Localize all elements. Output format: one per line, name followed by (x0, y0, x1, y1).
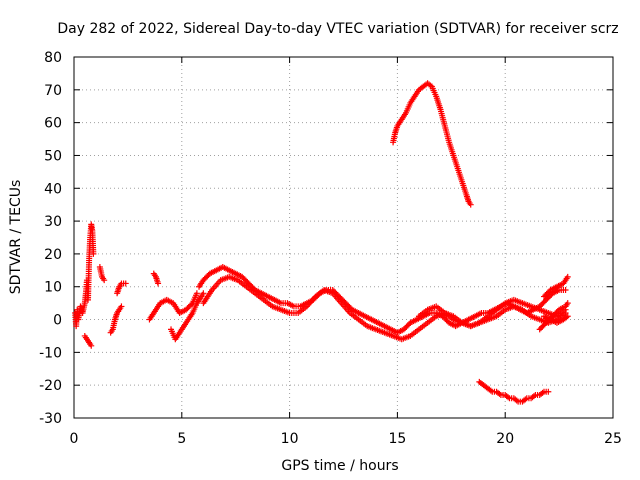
y-tick-label: 60 (44, 116, 62, 132)
series-arc-b (168, 290, 207, 343)
data-point (564, 273, 571, 280)
data-point (193, 290, 200, 297)
data-point (562, 287, 569, 294)
x-tick-label: 0 (70, 431, 79, 447)
y-tick-label: 10 (44, 280, 62, 296)
y-tick-label: 40 (44, 181, 62, 197)
series-blip-3 (150, 270, 162, 287)
y-axis: -30 -20 -10 0 10 20 30 40 50 60 70 80 (39, 50, 613, 427)
series-main-2 (200, 273, 569, 343)
x-tick-label: 15 (388, 431, 406, 447)
series-blip-2 (114, 280, 129, 297)
y-tick-label: 80 (44, 50, 62, 66)
series-early-burst (72, 221, 97, 330)
data-point (118, 303, 125, 310)
plot-frame (73, 56, 614, 419)
x-axis: 0 5 10 15 20 25 (70, 57, 622, 447)
y-tick-label: 30 (44, 214, 62, 230)
data-point (188, 301, 195, 308)
data-marks (72, 80, 571, 405)
grid (74, 57, 613, 418)
series-early-low (81, 332, 95, 349)
x-tick-label: 20 (496, 431, 514, 447)
series-tail-up-2 (541, 273, 571, 300)
series-main-1 (196, 264, 569, 336)
series-blip-1 (96, 264, 108, 284)
data-point (564, 300, 571, 307)
x-tick-label: 10 (281, 431, 299, 447)
data-point (122, 280, 129, 287)
data-point (101, 277, 108, 284)
data-point (200, 290, 207, 297)
y-tick-label: 0 (53, 313, 62, 329)
data-point (564, 313, 571, 320)
data-point (467, 201, 474, 208)
series-spike (390, 80, 474, 208)
y-tick-label: 70 (44, 83, 62, 99)
y-tick-label: 50 (44, 148, 62, 164)
series-low-arc (476, 378, 552, 405)
y-tick-label: -10 (39, 345, 62, 361)
x-tick-label: 25 (604, 431, 622, 447)
x-tick-label: 5 (177, 431, 186, 447)
data-point (155, 280, 162, 287)
y-tick-label: -30 (39, 411, 62, 427)
series-tail-down (541, 313, 571, 326)
chart-title: Day 282 of 2022, Sidereal Day-to-day VTE… (57, 21, 618, 37)
data-point (90, 250, 97, 257)
x-axis-label: GPS time / hours (281, 458, 398, 474)
y-axis-label: SDTVAR / TECUs (8, 180, 24, 295)
y-tick-label: 20 (44, 247, 62, 263)
series-rise-2 (107, 303, 125, 336)
data-point (545, 388, 552, 395)
y-tick-label: -20 (39, 378, 62, 394)
series-arc-a (146, 290, 200, 323)
data-point (88, 342, 95, 349)
